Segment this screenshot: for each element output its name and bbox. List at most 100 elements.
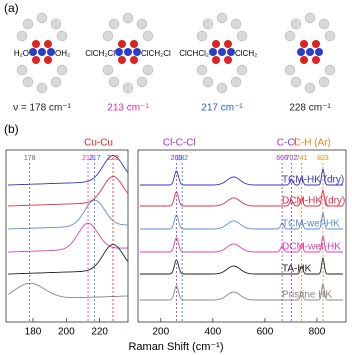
ligand-label: ClCH₂Cl — [141, 49, 171, 58]
ligand-atom — [304, 12, 316, 24]
ligand-atom — [102, 30, 114, 42]
group-label: Cl-C-Cl — [163, 138, 196, 149]
spectrum-label: Pristine HK — [282, 290, 332, 301]
ligand-atom — [36, 82, 48, 94]
ligand-label: ClCH₂Cl — [85, 49, 115, 58]
group-label: C-H (Ar) — [294, 138, 331, 149]
core-atom — [130, 56, 138, 64]
core-atom — [300, 56, 308, 64]
core-atom — [312, 56, 320, 64]
core-atom — [306, 48, 314, 56]
ligand-atom — [216, 12, 228, 24]
core-atom — [224, 40, 232, 48]
peak-label: 178 — [24, 155, 36, 162]
ligand-atom — [196, 30, 208, 42]
ligand-atom — [318, 18, 330, 30]
panel-label: (a) — [4, 1, 19, 15]
spectrum — [140, 189, 343, 207]
ligand-atom — [284, 30, 296, 42]
spectrum-label: DCM-HK (dry) — [282, 196, 345, 207]
group-label: C-Cl — [277, 138, 297, 149]
core-atom — [212, 40, 220, 48]
ligand-atom — [122, 82, 134, 94]
peak-label: 213 — [82, 155, 94, 162]
peak-label: 217 — [89, 155, 101, 162]
spectrum — [8, 222, 128, 253]
core-atom — [227, 48, 235, 56]
core-atom — [115, 48, 123, 56]
ligand-atom — [236, 30, 248, 42]
ligand-atom — [50, 18, 62, 30]
spectrum-label: TCM-HK (dry) — [282, 175, 344, 186]
ligand-label: ClCH₂ — [235, 49, 257, 58]
x-axis-label: Raman Shift (cm⁻¹) — [128, 341, 223, 353]
spectrum — [140, 283, 343, 301]
ligand-atom — [216, 82, 228, 94]
peak-label: 702 — [286, 155, 298, 162]
spectrum-label: DCM-wet-HK — [282, 242, 341, 253]
ligand-atom — [324, 64, 336, 76]
core-atom — [44, 40, 52, 48]
panel-label: (b) — [4, 122, 19, 136]
core-atom — [224, 56, 232, 64]
ligand-atom — [318, 76, 330, 88]
spectrum — [140, 212, 343, 230]
peak-label: 741 — [296, 155, 308, 162]
spectrum — [140, 168, 343, 186]
core-atom — [118, 40, 126, 48]
ligand-atom — [202, 76, 214, 88]
core-atom — [315, 48, 323, 56]
peak-label: 823 — [317, 155, 329, 162]
ligand-atom — [16, 30, 28, 42]
spectrum — [8, 199, 128, 230]
ligand-atom — [22, 76, 34, 88]
spectrum-label: TCM-wet-HK — [282, 219, 340, 230]
core-atom — [32, 56, 40, 64]
ligand-atom — [16, 64, 28, 76]
core-atom — [32, 40, 40, 48]
ligand-atom — [122, 12, 134, 24]
core-atom — [118, 56, 126, 64]
core-atom — [130, 40, 138, 48]
x-tick-label: 600 — [257, 327, 274, 338]
ligand-atom — [290, 18, 302, 30]
x-tick-label: 200 — [152, 327, 169, 338]
ligand-atom — [196, 64, 208, 76]
spectrum — [140, 235, 343, 253]
ligand-atom — [108, 76, 120, 88]
ligand-atom — [56, 30, 68, 42]
ligand-atom — [236, 64, 248, 76]
core-atom — [38, 48, 46, 56]
frequency-label: 213 cm⁻¹ — [107, 103, 149, 114]
core-atom — [212, 56, 220, 64]
ligand-atom — [230, 18, 242, 30]
peak-label: 260 — [171, 155, 183, 162]
ligand-atom — [290, 76, 302, 88]
ligand-atom — [142, 30, 154, 42]
core-atom — [300, 40, 308, 48]
x-tick-label: 800 — [309, 327, 326, 338]
x-tick-label: 180 — [25, 327, 42, 338]
core-atom — [218, 48, 226, 56]
core-atom — [44, 56, 52, 64]
spectrum — [8, 176, 129, 207]
group-label: Cu-Cu — [84, 138, 113, 149]
ligand-atom — [304, 82, 316, 94]
ligand-atom — [36, 12, 48, 24]
ligand-atom — [50, 76, 62, 88]
spectrum — [7, 282, 128, 299]
ligand-atom — [284, 64, 296, 76]
core-atom — [29, 48, 37, 56]
spectrum — [8, 244, 129, 275]
peak-label: 228 — [107, 155, 119, 162]
x-tick-label: 400 — [205, 327, 222, 338]
x-tick-label: 220 — [91, 327, 108, 338]
plot-frame — [137, 149, 347, 323]
ligand-atom — [230, 76, 242, 88]
ligand-atom — [22, 18, 34, 30]
ligand-label: H₂O — [14, 49, 29, 58]
core-atom — [47, 48, 55, 56]
core-atom — [124, 48, 132, 56]
core-atom — [297, 48, 305, 56]
